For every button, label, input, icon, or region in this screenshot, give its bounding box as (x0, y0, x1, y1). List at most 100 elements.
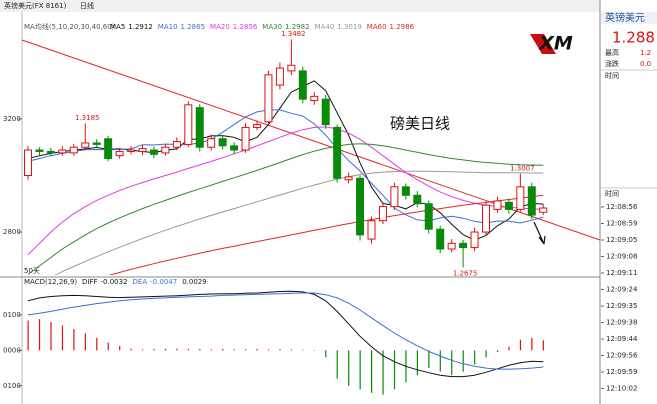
candle-body (264, 74, 273, 123)
ma-line (27, 80, 544, 241)
macd-bar (107, 342, 109, 351)
legend-value: 1.2856 (233, 23, 258, 31)
price: 1.288 (612, 29, 655, 47)
macd-bar (485, 350, 487, 358)
time-label: 12:08:56 (606, 203, 638, 211)
chart-title: 英镑美元(FX 8161) (4, 1, 67, 10)
candle-body (321, 98, 330, 126)
candle-body (527, 186, 536, 216)
time-label: 12:08:59 (606, 220, 637, 228)
legend-value: 1.2986 (390, 23, 415, 31)
time-label: 12:09:44 (606, 335, 638, 343)
macd-label: MACD(12,26,9) (24, 278, 77, 286)
macd-bar (382, 350, 384, 395)
candle-body (35, 149, 44, 152)
macd-area (27, 290, 544, 395)
ma-label: MA均线(5,10,20,30,40,60) (24, 22, 115, 31)
y-tick-label: 2800 (3, 228, 21, 236)
macd-bar (267, 349, 270, 351)
macd-bar (210, 349, 212, 351)
time-label: 12:09:11 (606, 269, 637, 277)
legend-value: 0.0029 (182, 278, 207, 286)
candle-body (287, 64, 296, 72)
price-label: 1.3185 (75, 114, 100, 122)
time-label: 12:09:05 (606, 236, 637, 244)
candle-body (310, 95, 319, 102)
macd-bar (302, 349, 304, 351)
legend-name: MA30 (262, 23, 282, 31)
candle-body (401, 186, 410, 196)
macd-bar (153, 348, 155, 351)
macd-bar (61, 325, 64, 351)
legend-value: 1.2912 (128, 23, 153, 31)
macd-line (27, 290, 544, 378)
macd-bar (119, 346, 121, 351)
ma-line (54, 170, 544, 275)
legend-value: 1.2982 (285, 23, 310, 31)
legend-value: 1.3019 (337, 23, 362, 31)
macd-bar (73, 329, 75, 351)
candle-body (539, 207, 548, 213)
legend-name: MA20 (210, 23, 230, 31)
macd-bar (462, 350, 464, 372)
candle-body (69, 146, 78, 154)
macd-bar (336, 350, 338, 379)
logo-text: XM (538, 33, 573, 55)
candle-body (504, 201, 513, 210)
legend-value: -0.0032 (101, 278, 128, 286)
macd-bar (290, 349, 293, 351)
ma-line (108, 194, 544, 275)
macd-bar (233, 349, 235, 351)
time-label: 12:09:08 (606, 253, 637, 261)
macd-bar (451, 350, 453, 376)
macd-bar (519, 339, 522, 351)
time-label: 12:10:02 (606, 385, 637, 393)
macd-bar (222, 348, 224, 351)
macd-bar (142, 349, 144, 351)
candle-body (447, 242, 456, 250)
candle-body (378, 206, 387, 222)
candle-body (184, 104, 193, 145)
candle-body (333, 126, 342, 179)
y-tick-label: 0100 (3, 382, 21, 390)
candle-body (344, 176, 353, 181)
candle-body (104, 138, 113, 160)
legend-name: MA60 (367, 23, 387, 31)
candle-body (253, 124, 261, 128)
y-tick-label: 0100 (3, 311, 21, 319)
macd-bar (50, 322, 52, 351)
macd-bar (187, 348, 189, 351)
macd-bar (176, 348, 178, 351)
time-label: 12:09:56 (606, 352, 638, 360)
candle-body (172, 141, 181, 148)
legend-name: DIFF (82, 278, 98, 286)
macd-bar (439, 350, 441, 372)
candle-body (459, 242, 468, 249)
candle-body (367, 220, 376, 240)
macd-bar (428, 350, 430, 369)
time-label: 12:09:38 (606, 319, 637, 327)
macd-bar (542, 340, 544, 351)
legend-name: MA40 (315, 23, 335, 31)
macd-bar (245, 349, 247, 351)
ma-line (27, 143, 544, 275)
macd-bar (27, 320, 29, 351)
plot-area (24, 39, 548, 275)
logo: XM (530, 33, 573, 55)
legend-value: -0.0047 (150, 278, 177, 286)
time-label: 12:09:35 (606, 302, 637, 310)
macd-bar (96, 337, 98, 351)
period-label: 日线 (80, 1, 94, 10)
candle-body (161, 146, 170, 154)
row-label: 涨跌 (605, 59, 619, 68)
macd-bar (256, 348, 258, 351)
candle-body (470, 231, 479, 249)
candle-body (516, 186, 525, 210)
y-tick-label: 0000 (3, 346, 21, 354)
macd-line (27, 292, 544, 370)
macd-bar (393, 350, 396, 390)
price-label: 1.2675 (453, 269, 478, 277)
